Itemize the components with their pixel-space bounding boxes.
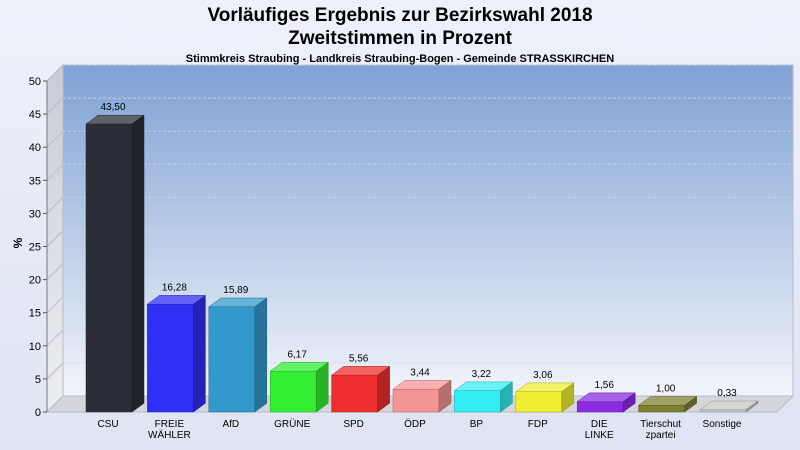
x-tick-label: FDP <box>528 419 548 430</box>
y-tick-label: 5 <box>35 374 41 386</box>
data-label: 1,00 <box>656 384 676 395</box>
bar <box>269 361 329 413</box>
bar-front <box>85 123 133 413</box>
bar-side <box>684 396 697 413</box>
title-block: Vorläufiges Ergebnis zur Bezirkswahl 201… <box>0 4 800 65</box>
gridline-side <box>46 362 64 380</box>
bar <box>576 392 636 413</box>
bar-front <box>576 401 624 413</box>
bar <box>146 294 207 413</box>
bar-side <box>377 365 390 413</box>
chart-subsubtitle: Stimmkreis Straubing - Landkreis Straubi… <box>185 53 615 65</box>
y-tick-label: 50 <box>29 76 41 88</box>
bar-side <box>131 114 145 413</box>
data-label: 5,56 <box>349 353 369 364</box>
data-label: 43,50 <box>100 102 125 113</box>
bar <box>392 379 452 413</box>
gridline-side <box>46 329 64 347</box>
bar-front <box>208 306 256 413</box>
y-tick-label: 45 <box>29 109 41 121</box>
y-tick-label: 10 <box>29 341 41 353</box>
data-label: 3,44 <box>410 367 430 378</box>
gridline-side <box>46 130 64 148</box>
bar-front <box>454 390 501 413</box>
y-tick-label: 20 <box>29 275 41 287</box>
data-label: 1,56 <box>594 380 614 391</box>
x-tick-label: CSU <box>97 419 118 430</box>
gridline-side <box>46 230 64 247</box>
bar-front <box>638 405 685 413</box>
x-tick-label: SPD <box>343 419 364 430</box>
bar-front <box>515 391 563 413</box>
bar-side <box>745 400 759 413</box>
bar-side <box>438 379 452 413</box>
x-tick-label: Sonstige <box>703 419 742 430</box>
y-axis-label: % <box>11 237 25 248</box>
data-label: 6,17 <box>287 349 307 360</box>
y-tick-label: 35 <box>29 175 41 187</box>
bar-side <box>561 382 575 413</box>
bar-front <box>269 370 317 413</box>
bar-side <box>254 297 268 413</box>
bar-front <box>147 303 194 413</box>
x-tick-label: zpartei <box>646 430 676 441</box>
y-tick-label: 40 <box>29 142 41 154</box>
bar-side <box>622 392 636 413</box>
y-tick-label: 0 <box>35 407 41 419</box>
bar <box>85 114 145 413</box>
bar <box>699 400 759 413</box>
x-tick-label: Tierschut <box>640 419 681 430</box>
bar-side <box>315 361 329 413</box>
chart-title: Vorläufiges Ergebnis zur Bezirkswahl 201… <box>207 5 593 26</box>
gridline-side <box>46 197 64 214</box>
gridline-side <box>46 97 64 115</box>
gridline-side <box>46 64 64 82</box>
x-tick-label: FREIE <box>155 419 185 430</box>
x-tick-label: DIE <box>591 419 608 430</box>
bar-front <box>331 374 378 413</box>
bar <box>515 382 575 413</box>
bar-side <box>193 294 206 413</box>
bar-front <box>392 388 440 413</box>
x-tick-label: LINKE <box>585 430 614 441</box>
x-tick-label: GRÜNE <box>274 418 310 430</box>
data-label: 0,33 <box>717 388 737 399</box>
data-label: 15,89 <box>223 285 248 296</box>
gridline-side <box>46 296 64 314</box>
gridline-side <box>46 163 64 181</box>
x-tick-label: AfD <box>222 419 239 430</box>
y-tick-label: 25 <box>29 242 41 254</box>
bar <box>208 297 268 413</box>
data-label: 3,06 <box>533 370 553 381</box>
y-tick-label: 30 <box>29 208 41 220</box>
y-tick-label: 15 <box>29 308 41 320</box>
bar-side <box>500 381 513 413</box>
chart-subtitle: Zweitstimmen in Prozent <box>288 28 512 49</box>
bar <box>330 365 391 413</box>
x-tick-label: BP <box>470 419 484 430</box>
x-tick-label: ÖDP <box>404 418 426 430</box>
bar-front <box>699 409 747 413</box>
bar <box>453 381 514 413</box>
data-label: 3,22 <box>472 369 492 380</box>
x-tick-label: WÄHLER <box>148 429 191 441</box>
bar <box>637 396 698 413</box>
gridline-side <box>46 263 64 280</box>
data-label: 16,28 <box>162 282 187 293</box>
